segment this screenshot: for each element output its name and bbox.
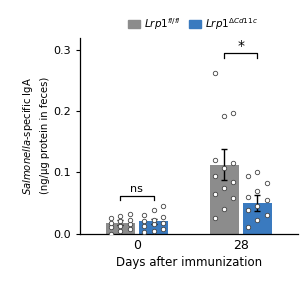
Bar xyxy=(106,223,135,234)
Text: ns: ns xyxy=(130,185,143,194)
Bar xyxy=(210,164,239,234)
Y-axis label: $\it{Salmonella}$-specific IgA
(ng/μg protein in feces): $\it{Salmonella}$-specific IgA (ng/μg pr… xyxy=(21,77,50,195)
Text: *: * xyxy=(237,39,244,53)
Legend: $\it{Lrp1}$$^{\mathit{fl/fl}}$, $\it{Lrp1}$$^{\mathit{\Delta Cd11c}}$: $\it{Lrp1}$$^{\mathit{fl/fl}}$, $\it{Lrp… xyxy=(128,16,258,32)
Bar xyxy=(243,203,272,234)
X-axis label: Days after immunization: Days after immunization xyxy=(116,256,262,269)
Bar xyxy=(139,221,168,234)
